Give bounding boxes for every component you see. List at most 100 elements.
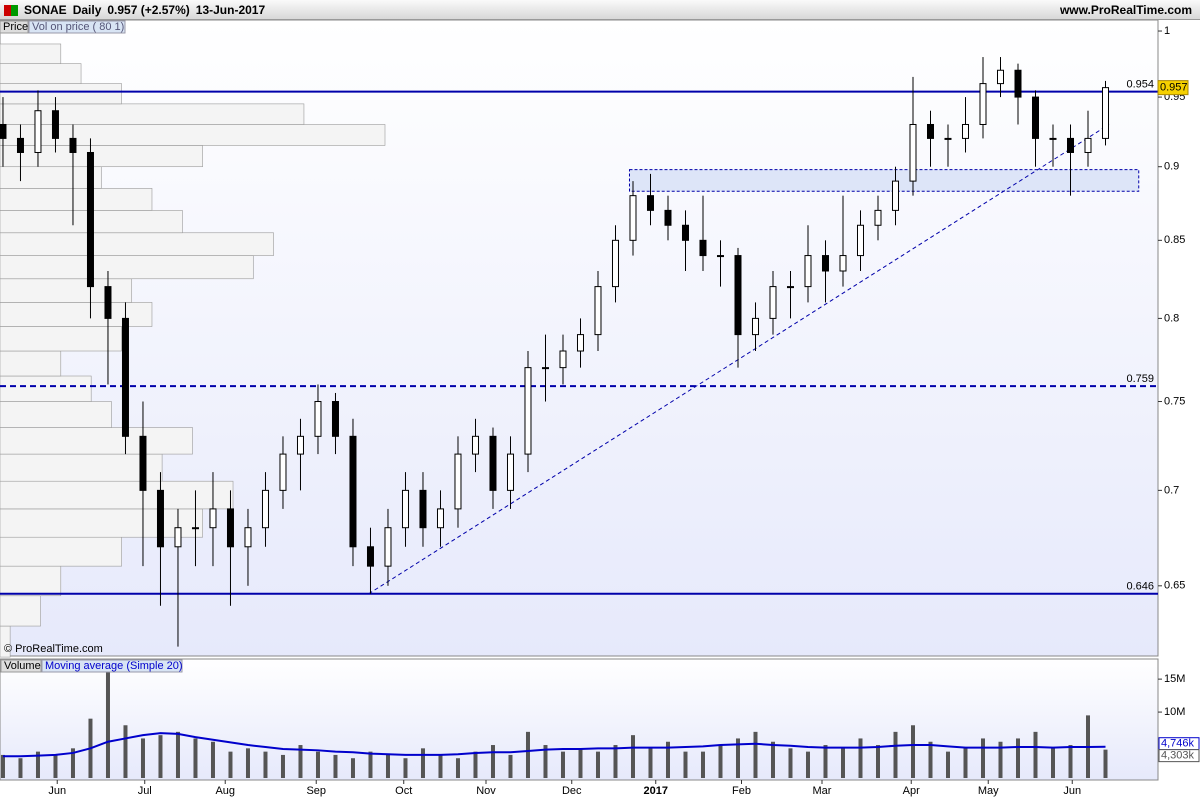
profile-bar — [0, 350, 62, 377]
candle-body — [769, 286, 777, 319]
candle-body — [874, 209, 882, 226]
symbol: SONAE — [24, 3, 67, 17]
volume-bar — [753, 731, 758, 778]
candle-body — [856, 224, 864, 257]
volume-bar — [263, 751, 268, 778]
y-tick-label: 0.75 — [1164, 395, 1185, 407]
candle-body — [716, 255, 724, 258]
last-label: 4,303k — [1161, 750, 1195, 762]
x-tick-label: Jun — [48, 785, 66, 797]
volume-bar — [613, 745, 618, 778]
volume-bar — [403, 758, 408, 778]
volume-bar — [805, 751, 810, 778]
profile-bar — [0, 210, 183, 234]
y-tick-label: 15M — [1164, 673, 1185, 685]
candle-body — [751, 317, 759, 336]
volume-bar — [0, 754, 5, 778]
candle-body — [384, 527, 392, 567]
volume-bar — [910, 725, 915, 778]
watermark: © ProRealTime.com — [4, 643, 103, 655]
candle-body — [944, 137, 952, 140]
candle-body — [804, 255, 812, 288]
volume-bar — [980, 738, 985, 778]
volume-bar — [245, 748, 250, 778]
candle-body — [104, 286, 112, 319]
candle-body — [174, 527, 182, 548]
volume-bar — [1050, 748, 1055, 778]
candle-body — [139, 435, 147, 491]
volume-bar — [858, 738, 863, 778]
legend-ma: Moving average (Simple 20) — [45, 660, 183, 672]
volume-bar — [543, 745, 548, 778]
icon — [4, 5, 18, 17]
candle-body — [16, 137, 24, 153]
volume-bar — [1033, 731, 1038, 778]
volume-bar — [893, 731, 898, 778]
candle-body — [0, 123, 7, 139]
y-tick-label: 10M — [1164, 706, 1185, 718]
last-box — [1158, 737, 1200, 751]
volume-bar — [210, 741, 215, 778]
volume-bar — [840, 748, 845, 778]
y-tick-label: 0.7 — [1164, 484, 1179, 496]
candle-body — [559, 350, 567, 369]
last-price-box — [1157, 80, 1189, 96]
volume-bar — [1103, 749, 1108, 778]
volume-bar — [875, 745, 880, 778]
last-box — [1158, 749, 1200, 763]
candle-body — [454, 453, 462, 510]
candle-body — [366, 546, 374, 567]
candle-body — [979, 83, 987, 125]
volume-bar — [560, 751, 565, 778]
candle-body — [489, 435, 497, 491]
x-tick-label: Jul — [138, 785, 152, 797]
profile-bar — [0, 453, 163, 482]
candle-body — [961, 123, 969, 139]
volume-bar — [315, 751, 320, 778]
volume-bar — [788, 748, 793, 778]
x-tick-label: Aug — [215, 785, 235, 797]
profile-bar — [0, 536, 122, 567]
candle-body — [576, 334, 584, 352]
legend-box — [0, 20, 29, 34]
profile-bar — [0, 508, 203, 538]
volume-bar — [595, 751, 600, 778]
candle-body — [786, 286, 794, 289]
profile-bar — [0, 625, 11, 658]
candle-body — [314, 401, 322, 437]
y-tick-label: 0.65 — [1164, 580, 1185, 592]
candle-body — [541, 367, 549, 370]
candle-body — [191, 527, 199, 530]
profile-bar — [0, 103, 305, 125]
volume-bar — [333, 754, 338, 778]
x-tick-label: 2017 — [643, 785, 667, 797]
volume-bar — [298, 745, 303, 778]
x-tick-label: Dec — [562, 785, 582, 797]
volume-bar — [53, 754, 58, 778]
x-tick-label: May — [978, 785, 999, 797]
volume-bar — [665, 741, 670, 778]
date: 13-Jun-2017 — [195, 3, 266, 17]
volume-bar — [420, 748, 425, 778]
candle-body — [156, 489, 164, 548]
profile-bar — [0, 255, 254, 280]
candle-body — [436, 508, 444, 529]
volume-bar — [508, 754, 513, 778]
y-tick-label: 0.85 — [1164, 234, 1185, 246]
candle-body — [471, 435, 479, 455]
profile-bar — [0, 43, 62, 64]
zone — [628, 169, 1140, 192]
volume-bar — [578, 748, 583, 778]
volume-bar — [735, 738, 740, 778]
x-tick-label: Sep — [306, 785, 326, 797]
profile-bar — [0, 166, 102, 189]
volume-bar — [823, 745, 828, 778]
profile-bar — [0, 595, 41, 627]
x-tick-label: Nov — [476, 785, 496, 797]
candle-body — [401, 489, 409, 529]
profile-bar — [0, 63, 82, 84]
profile-bar — [0, 232, 274, 256]
volume-bar — [718, 745, 723, 778]
candle-body — [51, 110, 59, 139]
volume-bar — [1068, 745, 1073, 778]
